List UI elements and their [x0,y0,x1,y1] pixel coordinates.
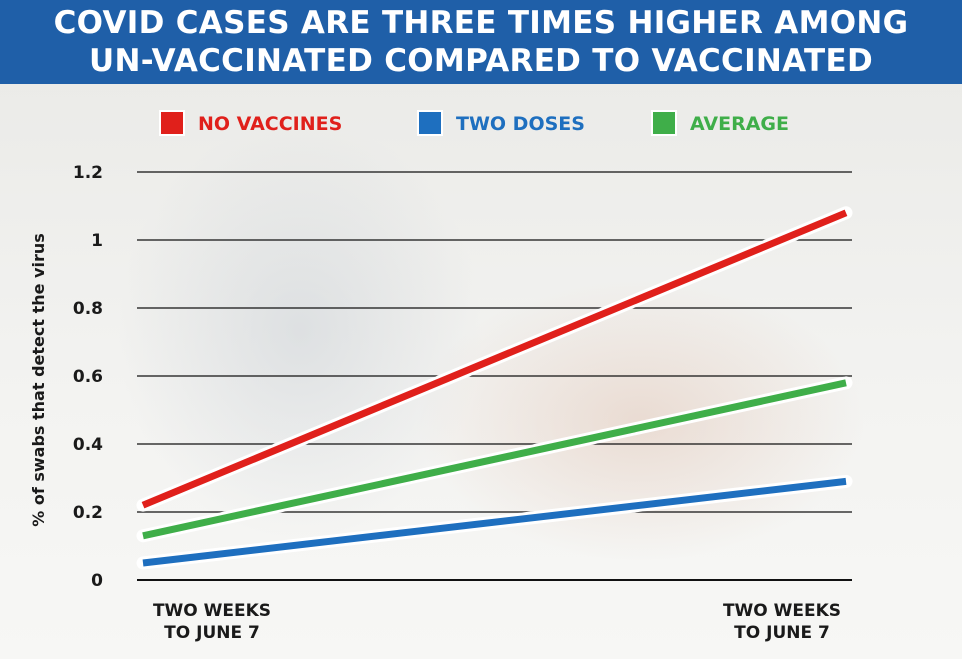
chart-title-line-2: UN-VACCINATED COMPARED TO VACCINATED [89,43,873,79]
legend-label: TWO DOSES [456,113,585,135]
x-axis-categories: TWO WEEKS TO JUNE 7 TWO WEEKS TO JUNE 7 [153,601,841,643]
legend-label: AVERAGE [690,113,789,135]
legend-swatch [159,110,185,136]
series-line-no-vaccines [141,209,848,509]
y-axis-ticks: 0 0.2 0.4 0.6 0.8 1 1.2 [73,163,103,591]
legend-label: NO VACCINES [198,113,342,135]
x-category-label: TWO WEEKS TO JUNE 7 [723,601,841,643]
legend: NO VACCINES TWO DOSES AVERAGE [159,110,789,136]
legend-swatch [651,110,677,136]
y-tick-label: 0.2 [73,503,103,523]
y-tick-label: 1 [91,231,103,251]
y-tick-label: 0.4 [73,435,103,455]
legend-swatch [417,110,443,136]
x-category-label: TWO WEEKS TO JUNE 7 [153,601,271,643]
y-axis-label: % of swabs that detect the virus [29,233,48,527]
series-line-two-doses [142,477,847,567]
y-tick-label: 0.6 [73,367,103,387]
chart-title-line-1: COVID CASES ARE THREE TIMES HIGHER AMONG [53,5,909,41]
series-line-average [142,379,847,540]
series-lines [136,206,853,570]
y-tick-label: 0 [91,571,103,591]
title-banner: COVID CASES ARE THREE TIMES HIGHER AMONG… [0,0,962,84]
y-tick-label: 1.2 [73,163,103,183]
y-tick-label: 0.8 [73,299,103,319]
